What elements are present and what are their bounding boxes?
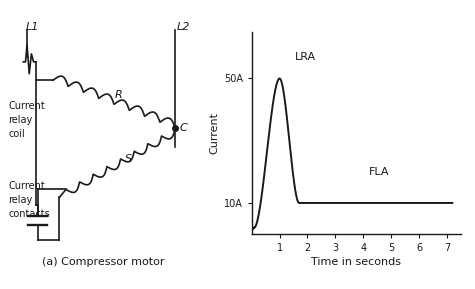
Text: LRA: LRA	[295, 52, 316, 62]
Text: FLA: FLA	[369, 167, 390, 177]
Text: C: C	[180, 123, 187, 133]
Text: R: R	[114, 90, 122, 100]
Text: Current
relay
coil: Current relay coil	[8, 101, 45, 139]
Text: L1: L1	[26, 22, 39, 32]
Y-axis label: Current: Current	[209, 112, 219, 154]
X-axis label: Time in seconds: Time in seconds	[311, 257, 401, 267]
Text: L2: L2	[176, 22, 190, 32]
Text: S: S	[125, 154, 132, 164]
Text: (a) Compressor motor: (a) Compressor motor	[42, 257, 164, 266]
Text: Current
relay
contacts: Current relay contacts	[8, 181, 50, 219]
